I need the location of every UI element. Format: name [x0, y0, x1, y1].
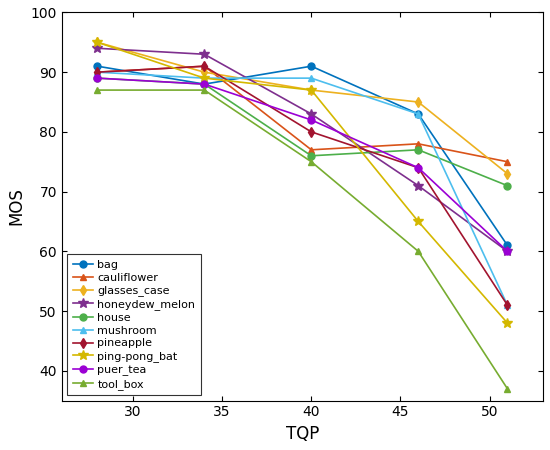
cauliflower	[504, 159, 511, 164]
cauliflower	[415, 141, 421, 147]
tool_box	[201, 87, 208, 93]
house	[504, 183, 511, 189]
pineapple	[504, 302, 511, 308]
Line: honeydew_melon: honeydew_melon	[92, 43, 512, 256]
Line: house: house	[94, 75, 511, 189]
bag	[504, 243, 511, 248]
Legend: bag, cauliflower, glasses_case, honeydew_melon, house, mushroom, pineapple, ping: bag, cauliflower, glasses_case, honeydew…	[67, 254, 201, 395]
Line: glasses_case: glasses_case	[94, 39, 511, 177]
cauliflower	[201, 63, 208, 69]
tool_box	[504, 386, 511, 391]
Y-axis label: MOS: MOS	[7, 188, 25, 225]
house	[201, 81, 208, 87]
glasses_case	[415, 99, 421, 105]
honeydew_melon	[504, 249, 511, 254]
ping-pong_bat	[94, 40, 101, 45]
Line: pineapple: pineapple	[94, 63, 511, 309]
Line: cauliflower: cauliflower	[94, 63, 511, 165]
glasses_case	[201, 69, 208, 75]
bag	[201, 81, 208, 87]
puer_tea	[94, 76, 101, 81]
tool_box	[415, 249, 421, 254]
honeydew_melon	[308, 111, 315, 117]
house	[415, 147, 421, 153]
ping-pong_bat	[504, 320, 511, 326]
cauliflower	[94, 69, 101, 75]
glasses_case	[94, 40, 101, 45]
pineapple	[201, 63, 208, 69]
mushroom	[308, 76, 315, 81]
Line: mushroom: mushroom	[94, 69, 511, 309]
puer_tea	[415, 165, 421, 171]
mushroom	[94, 69, 101, 75]
puer_tea	[504, 249, 511, 254]
puer_tea	[308, 117, 315, 123]
honeydew_melon	[415, 183, 421, 189]
house	[94, 76, 101, 81]
Line: bag: bag	[94, 63, 511, 249]
pineapple	[94, 69, 101, 75]
pineapple	[415, 165, 421, 171]
bag	[415, 111, 421, 117]
mushroom	[415, 111, 421, 117]
glasses_case	[308, 87, 315, 93]
mushroom	[504, 302, 511, 308]
pineapple	[308, 129, 315, 135]
X-axis label: TQP: TQP	[285, 425, 319, 443]
cauliflower	[308, 147, 315, 153]
house	[308, 153, 315, 158]
mushroom	[201, 76, 208, 81]
glasses_case	[504, 171, 511, 176]
puer_tea	[201, 81, 208, 87]
ping-pong_bat	[415, 219, 421, 224]
ping-pong_bat	[201, 76, 208, 81]
honeydew_melon	[201, 52, 208, 57]
Line: tool_box: tool_box	[94, 86, 511, 392]
tool_box	[94, 87, 101, 93]
Line: puer_tea: puer_tea	[94, 75, 511, 255]
tool_box	[308, 159, 315, 164]
ping-pong_bat	[308, 87, 315, 93]
bag	[308, 63, 315, 69]
bag	[94, 63, 101, 69]
honeydew_melon	[94, 45, 101, 51]
Line: ping-pong_bat: ping-pong_bat	[92, 37, 512, 328]
